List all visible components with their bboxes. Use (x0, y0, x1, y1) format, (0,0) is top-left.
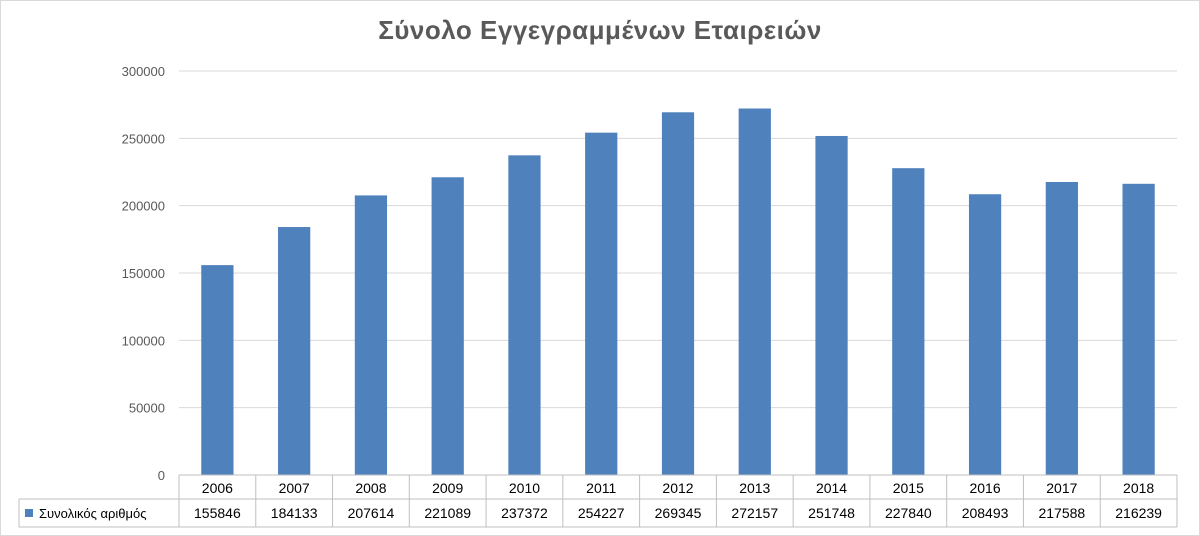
y-axis: 0 50000 100000 150000 200000 250000 300000 (122, 64, 165, 483)
data-label: 269345 (655, 505, 702, 521)
bar (431, 177, 464, 475)
category-label: 2016 (969, 480, 1000, 496)
bar (815, 135, 848, 475)
category-label: 2014 (816, 480, 847, 496)
bar (1122, 183, 1155, 475)
bar (201, 265, 234, 475)
category-label: 2008 (355, 480, 386, 496)
bar (968, 194, 1002, 475)
y-tick-label: 0 (158, 468, 165, 483)
bar (738, 108, 771, 475)
data-label: 237372 (501, 505, 548, 521)
chart-title: Σύνολο Εγγεγραμμένων Εταιρειών (378, 15, 822, 45)
bar (585, 132, 618, 475)
category-label: 2010 (509, 480, 540, 496)
category-label: 2011 (586, 480, 616, 496)
data-label: 221089 (424, 505, 471, 521)
y-tick-label: 150000 (122, 266, 165, 281)
data-label: 155846 (194, 505, 241, 521)
bar (1045, 181, 1078, 475)
legend-key (25, 509, 33, 517)
y-tick-label: 100000 (122, 333, 165, 348)
data-label: 272157 (731, 505, 778, 521)
category-label: 2006 (202, 480, 233, 496)
data-label: 208493 (962, 505, 1009, 521)
bar (508, 155, 541, 475)
y-tick-label: 200000 (122, 199, 165, 214)
data-label: 207614 (348, 505, 395, 521)
data-label: 217588 (1038, 505, 1085, 521)
data-label: 251748 (808, 505, 855, 521)
y-tick-label: 50000 (129, 401, 165, 416)
bar (892, 168, 925, 475)
category-label: 2017 (1046, 480, 1077, 496)
y-tick-label: 300000 (122, 64, 165, 79)
bars (201, 108, 1155, 475)
bar (354, 195, 388, 475)
data-table: 2006 155846 2007 184133 2008 207614 2009 221089… (18, 474, 1178, 528)
category-label: 2007 (279, 480, 310, 496)
data-label: 216239 (1115, 505, 1162, 521)
bar (278, 227, 311, 475)
category-label: 2015 (893, 480, 924, 496)
data-label: 184133 (271, 505, 318, 521)
y-tick-label: 250000 (122, 131, 165, 146)
category-label: 2009 (432, 480, 463, 496)
data-label: 227840 (885, 505, 932, 521)
category-label: 2018 (1123, 480, 1154, 496)
legend-label: Συνολικός αριθμός (39, 506, 146, 521)
category-label: 2012 (662, 480, 693, 496)
data-label: 254227 (578, 505, 625, 521)
category-label: 2013 (739, 480, 770, 496)
bar (661, 112, 695, 475)
